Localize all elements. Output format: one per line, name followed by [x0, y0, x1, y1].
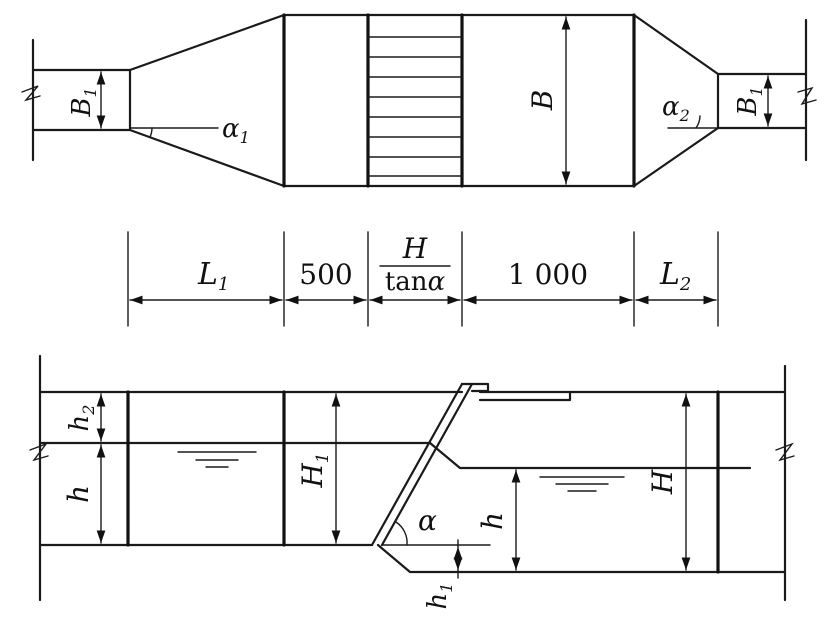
inclined-screen-right — [380, 382, 474, 547]
left-break-mark — [21, 85, 41, 102]
inclined-screen-left — [370, 382, 464, 547]
alpha-label: α — [418, 504, 437, 537]
left-channel-top-wall — [31, 68, 132, 132]
screen-bars — [367, 36, 463, 177]
frac-denominator-label: tanα — [385, 267, 446, 297]
right-transition-top — [632, 13, 720, 76]
H1-label: H1 — [296, 452, 333, 488]
alpha1-label: α1 — [222, 114, 250, 147]
right-channel-walls — [716, 72, 808, 130]
dimension-row: L1 500 H tanα 1 000 L2 — [127, 231, 719, 327]
b1-left-label: B1 — [67, 87, 100, 117]
dim-500-label: 500 — [299, 258, 352, 291]
section-left-break — [29, 442, 49, 462]
H-label: H — [646, 469, 679, 495]
screen-top-cap — [460, 382, 490, 393]
right-break-mark — [797, 86, 817, 106]
dim-1000-label: 1 000 — [508, 258, 588, 291]
l2-label: L2 — [659, 257, 691, 295]
frac-numerator-label: H — [402, 232, 428, 265]
alpha2-label: α2 — [662, 92, 690, 125]
water-symbol-right — [539, 476, 625, 492]
alpha-arc — [395, 521, 408, 546]
left-transition-top — [128, 13, 286, 72]
right-transition-bottom — [632, 126, 720, 188]
water-symbol-left — [177, 451, 257, 468]
section-top-line — [38, 390, 572, 402]
floor-drop — [376, 543, 787, 574]
plan-view: B1 α1 B α2 B1 — [21, 13, 817, 188]
b1-right-label: B1 — [733, 86, 766, 116]
h2-label: h2 — [65, 405, 98, 432]
b-label: B — [526, 90, 559, 112]
h-left-label: h — [62, 485, 95, 503]
water-level-line-right — [428, 441, 752, 470]
alpha2-arc — [695, 115, 701, 129]
dim-extension-lines — [127, 231, 719, 327]
h-right-label: h — [476, 512, 509, 530]
section-view: α h2 h H1 h H h1 — [29, 354, 795, 610]
left-transition-bottom — [128, 128, 286, 188]
main-body-outline — [282, 13, 636, 188]
section-right-break — [775, 442, 795, 462]
h1-label: h1 — [423, 583, 456, 610]
l1-label: L1 — [197, 257, 229, 295]
alpha1-arc — [149, 127, 153, 138]
